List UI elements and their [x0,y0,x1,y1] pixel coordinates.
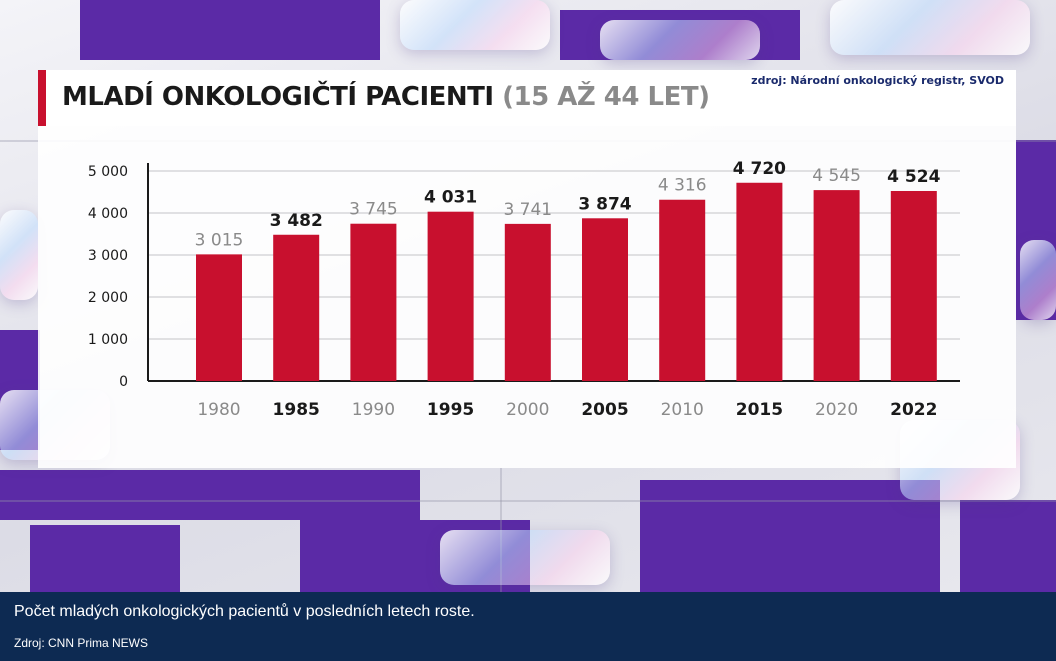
bar [273,234,320,381]
x-tick-label: 2010 [661,400,704,420]
bar [427,211,474,381]
x-tick-label: 1990 [352,400,395,420]
data-label: 3 741 [503,200,552,220]
x-tick-label: 2015 [736,400,783,420]
y-tick-label: 5 000 [88,164,128,180]
data-label: 4 316 [658,176,707,196]
data-label: 4 031 [424,188,477,208]
y-tick-label: 0 [119,374,128,390]
caption-credit: Zdroj: CNN Prima NEWS [14,636,149,650]
bar [196,254,242,381]
y-tick-label: 2 000 [88,290,128,306]
caption-text: Počet mladých onkologických pacientů v p… [14,603,475,620]
bar [890,190,937,381]
x-tick-label: 1985 [273,400,320,420]
data-label: 3 482 [270,211,323,231]
data-label: 4 545 [812,166,861,186]
bar [350,223,397,381]
bar [504,223,551,381]
title-bar: MLADÍ ONKOLOGIČTÍ PACIENTI (15 AŽ 44 LET… [38,70,1016,126]
y-tick-label: 4 000 [88,206,128,222]
x-tick-label: 1995 [427,400,474,420]
x-tick-label: 1980 [197,400,240,420]
x-tick-label: 2022 [890,400,937,420]
data-label: 4 720 [733,159,786,179]
data-label: 3 874 [578,194,631,214]
x-tick-label: 2020 [815,400,858,420]
chart-panel: 0 1 000 2 000 3 000 4 000 5 000 3 015 1980 3 482… [38,126,1016,468]
bar [813,190,860,381]
y-tick-label: 3 000 [88,248,128,264]
bar-chart: 0 1 000 2 000 3 000 4 000 5 000 3 015 1980 3 482… [88,159,960,420]
data-label: 4 524 [887,167,940,187]
chart-title-main: MLADÍ ONKOLOGIČTÍ PACIENTI [62,82,494,112]
bar [582,218,628,381]
x-tick-label: 2005 [581,400,628,420]
caption-bar: Počet mladých onkologických pacientů v p… [0,592,1056,661]
data-label: 3 745 [349,200,398,220]
data-source: zdroj: Národní onkologický registr, SVOD [751,74,1004,87]
y-tick-label: 1 000 [88,332,128,348]
bar [659,199,706,381]
x-tick-label: 2000 [506,400,549,420]
title-accent-stripe [38,70,46,126]
chart-title: MLADÍ ONKOLOGIČTÍ PACIENTI (15 AŽ 44 LET… [62,82,710,112]
chart-subtitle: (15 AŽ 44 LET) [502,82,710,112]
data-label: 3 015 [195,230,244,250]
bar [736,182,783,381]
